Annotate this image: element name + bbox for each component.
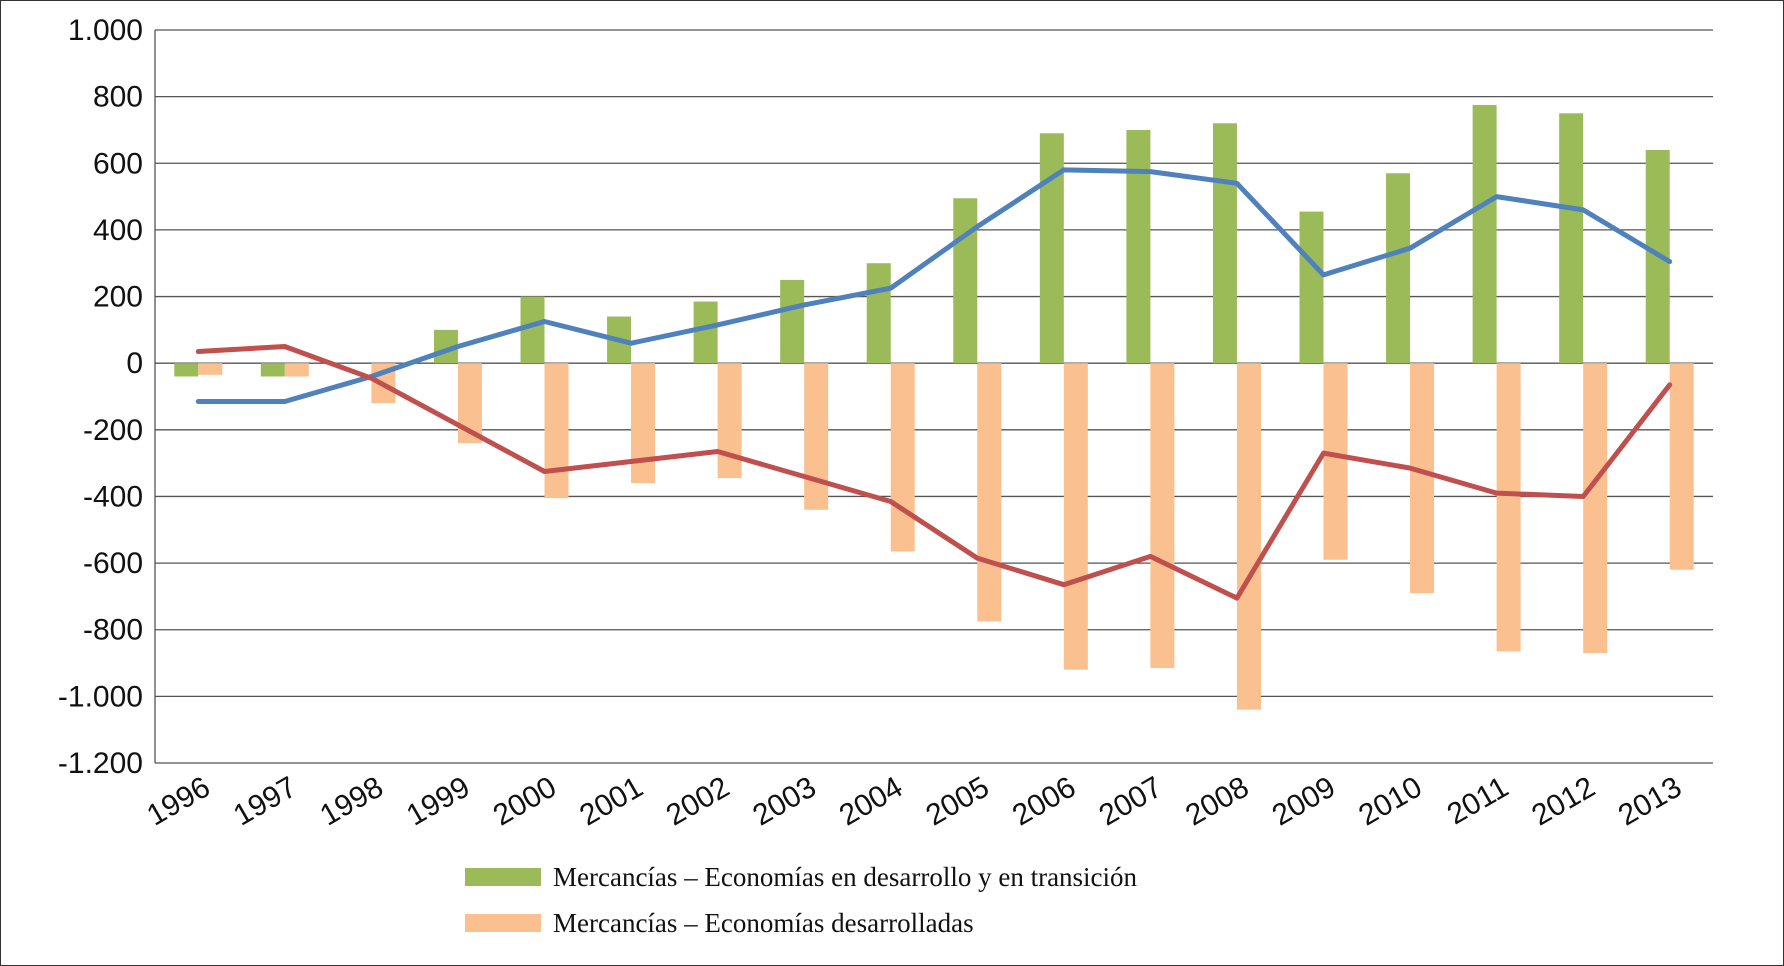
- x-tick-label: 2007: [1094, 770, 1168, 832]
- bar-developing-2007: [1126, 129, 1151, 364]
- y-tick-label: -800: [83, 614, 143, 647]
- bar-developed-2012: [1583, 363, 1608, 654]
- y-tick-label: -200: [83, 414, 143, 447]
- y-tick-labels: 1.000 800 600 400 200 0 -200 -400 -600 -800 -1.000…: [58, 14, 143, 780]
- legend-label-developing: Mercancías – Economías en desarrollo y e…: [553, 862, 1138, 892]
- x-tick-label: 2009: [1267, 770, 1341, 832]
- y-tick-label: 800: [93, 81, 143, 114]
- x-tick-label: 1998: [315, 770, 389, 832]
- bar-developed-2000: [544, 363, 569, 499]
- bar-developed-2011: [1496, 363, 1521, 652]
- x-tick-labels: 1996 1997 1998 1999 2000 2001 2002 2003 2004 2005…: [141, 770, 1687, 832]
- legend-swatch-developing: [465, 868, 541, 886]
- bar-developing-2011: [1472, 104, 1497, 364]
- y-tick-label: 200: [93, 281, 143, 314]
- legend-swatch-developed: [465, 914, 541, 932]
- x-tick-label: 2008: [1180, 770, 1254, 832]
- x-tick-label: 2010: [1353, 770, 1427, 832]
- bar-developing-1996: [174, 363, 199, 377]
- x-tick-label: 2006: [1007, 770, 1081, 832]
- x-tick-label: 2002: [661, 770, 735, 832]
- bar-developed-2003: [804, 363, 829, 510]
- bar-developed-1997: [284, 363, 309, 377]
- x-tick-label: 1999: [401, 770, 475, 832]
- x-tick-label: 2013: [1613, 770, 1687, 832]
- x-tick-label: 2004: [834, 770, 908, 832]
- y-tick-label: 600: [93, 147, 143, 180]
- bar-developing-2004: [866, 263, 891, 364]
- bar-developing-2009: [1299, 211, 1324, 364]
- line-series-blue: [195, 167, 1673, 404]
- bar-developing-2003: [780, 279, 805, 364]
- y-tick-label: 1.000: [68, 14, 143, 47]
- bar-developing-2008: [1212, 123, 1237, 364]
- bar-layer: [174, 104, 1694, 710]
- y-tick-label: -400: [83, 480, 143, 513]
- bar-developed-2002: [717, 363, 742, 479]
- x-tick-label: 2012: [1526, 770, 1600, 832]
- x-tick-label: 2000: [488, 770, 562, 832]
- bar-developed-2009: [1323, 363, 1348, 560]
- y-tick-label: -1.200: [58, 747, 143, 780]
- y-tick-label: -600: [83, 547, 143, 580]
- bar-developing-2006: [1039, 133, 1064, 364]
- bar-developing-2012: [1559, 113, 1584, 364]
- x-tick-label: 2005: [920, 770, 994, 832]
- x-tick-label: 2001: [574, 770, 648, 832]
- y-tick-label: -1.000: [58, 680, 143, 713]
- bar-developed-2007: [1150, 363, 1175, 669]
- y-tick-label: 0: [126, 347, 143, 380]
- legend: Mercancías – Economías en desarrollo y e…: [465, 862, 1138, 938]
- bar-developed-2013: [1669, 363, 1694, 570]
- grid-layer: [154, 29, 1713, 764]
- line-series-red: [195, 344, 1673, 601]
- bar-developed-2004: [890, 363, 915, 552]
- line-layer: [195, 167, 1673, 601]
- bar-developed-2001: [631, 363, 656, 484]
- bar-developed-2006: [1063, 363, 1088, 670]
- x-tick-label: 2003: [747, 770, 821, 832]
- bar-developed-2005: [977, 363, 1002, 622]
- bar-developed-1996: [198, 363, 223, 375]
- bar-developing-2005: [953, 198, 978, 364]
- x-tick-label: 1996: [141, 770, 215, 832]
- x-tick-label: 2011: [1442, 770, 1514, 831]
- x-tick-label: 1997: [228, 770, 302, 832]
- bar-developing-2002: [693, 301, 718, 364]
- bar-developed-2008: [1236, 363, 1261, 710]
- bar-developing-2010: [1386, 173, 1411, 364]
- bar-developing-1997: [260, 363, 285, 377]
- y-tick-label: 400: [93, 214, 143, 247]
- bar-developed-2010: [1410, 363, 1435, 594]
- legend-label-developed: Mercancías – Economías desarrolladas: [553, 908, 974, 938]
